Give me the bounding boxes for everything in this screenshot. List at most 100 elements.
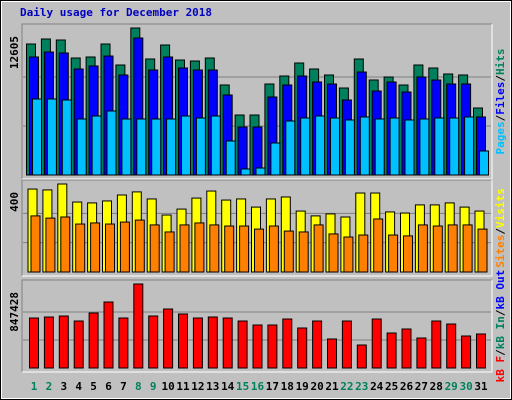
x-tick-label: 31 — [474, 380, 488, 393]
x-tick-label: 6 — [105, 380, 112, 393]
bar — [134, 219, 145, 273]
legend-entry: Visits — [494, 188, 507, 228]
bar — [88, 312, 99, 369]
x-tick-label: 18 — [281, 380, 294, 393]
bar — [313, 224, 324, 273]
bar — [237, 126, 248, 176]
panel-bevel — [21, 23, 492, 179]
bar — [434, 117, 445, 176]
legend-entry: kB F — [494, 356, 507, 383]
bar — [267, 324, 278, 369]
bar — [388, 234, 399, 273]
x-tick-label: 3 — [60, 380, 67, 393]
x-tick-label: 2 — [46, 380, 53, 393]
bar — [207, 316, 218, 369]
bar — [404, 119, 415, 176]
bar — [73, 320, 84, 369]
x-tick-label: 5 — [90, 380, 97, 393]
bar — [446, 323, 457, 369]
x-tick-label: 26 — [400, 380, 414, 393]
legend-entry: Pages — [494, 121, 507, 154]
chart-title: Daily usage for December 2018 — [20, 6, 212, 19]
bar — [374, 118, 385, 176]
legend-separator: / — [494, 75, 507, 82]
x-tick-label: 7 — [120, 380, 127, 393]
bar — [32, 98, 42, 176]
x-tick-label: 22 — [340, 380, 353, 393]
legend-entry: Hits — [494, 49, 507, 76]
x-tick-label: 23 — [355, 380, 368, 393]
bar — [386, 332, 397, 369]
x-tick-label: 9 — [150, 380, 157, 393]
panel-bevel — [22, 280, 493, 373]
bar — [194, 222, 205, 273]
bar — [106, 110, 117, 176]
bar — [58, 315, 69, 369]
bar — [166, 118, 177, 176]
bar — [240, 168, 251, 176]
legend: Pages/Files/Hits — [494, 49, 507, 155]
legend-entry: kB Out — [494, 270, 507, 310]
x-tick-label: 29 — [445, 380, 458, 393]
x-tick-label: 10 — [161, 380, 174, 393]
bar — [356, 344, 367, 369]
bar — [75, 223, 86, 273]
bar — [297, 327, 308, 369]
legend-separator: / — [494, 114, 507, 121]
bar — [315, 115, 326, 176]
bar — [225, 140, 236, 176]
bar — [239, 225, 250, 273]
bar — [285, 120, 296, 176]
bar — [476, 333, 486, 369]
x-tick-label: 14 — [221, 380, 235, 393]
y-tick-label: 847428 — [8, 292, 21, 332]
bar — [359, 116, 370, 176]
x-tick-label: 27 — [415, 380, 428, 393]
bar — [222, 317, 233, 369]
x-tick-label: 24 — [370, 380, 384, 393]
bar — [417, 224, 428, 273]
bar — [163, 308, 174, 369]
bar — [91, 115, 102, 176]
bar — [283, 230, 294, 273]
bar — [76, 118, 87, 176]
legend-separator: / — [494, 228, 507, 235]
legend-entry: kB In — [494, 316, 507, 349]
panel-bevel — [22, 180, 493, 277]
bar — [237, 320, 248, 369]
x-tick-label: 13 — [206, 380, 219, 393]
bar — [209, 224, 220, 273]
bar — [60, 216, 71, 273]
bar — [61, 99, 72, 176]
x-tick-label: 1 — [31, 380, 38, 393]
bar — [43, 316, 54, 369]
bar — [164, 231, 175, 273]
x-tick-label: 19 — [296, 380, 309, 393]
bar — [416, 337, 427, 369]
bar — [282, 318, 293, 369]
bar — [461, 335, 472, 369]
x-tick-label: 12 — [191, 380, 204, 393]
bar — [195, 117, 206, 176]
bar — [224, 225, 235, 273]
bar — [148, 315, 159, 369]
bar — [90, 222, 101, 273]
x-tick-label: 25 — [385, 380, 398, 393]
legend-entry: Sites — [494, 235, 507, 268]
bar — [330, 117, 340, 176]
x-tick-label: 11 — [176, 380, 190, 393]
bar — [462, 224, 473, 273]
panel-bevel — [21, 179, 492, 276]
bar — [29, 317, 39, 369]
x-tick-label: 4 — [75, 380, 82, 393]
bar — [371, 318, 382, 369]
legend: kB F/kB In/kB Out — [494, 270, 507, 383]
bar — [479, 150, 489, 176]
bar — [210, 115, 221, 176]
bar — [181, 115, 191, 176]
bar — [431, 320, 442, 369]
bar — [343, 236, 354, 273]
